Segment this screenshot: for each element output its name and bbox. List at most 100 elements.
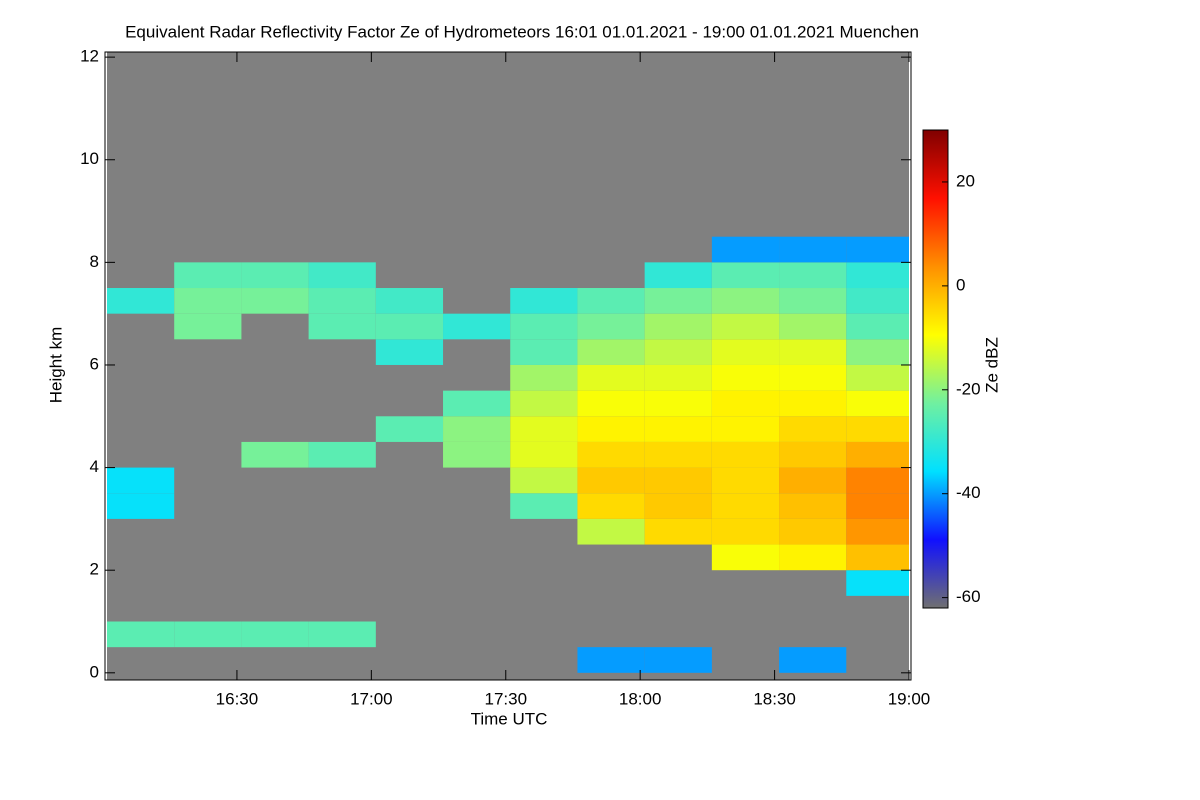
cell [846,416,909,442]
cell [577,493,645,519]
cell [846,313,909,340]
cell [711,390,780,417]
cell [846,390,909,417]
cell [644,493,712,519]
colorbar-tick-label: -40 [956,483,981,502]
y-tick-label: 6 [90,354,99,373]
cell [510,416,578,442]
y-axis-label: Height km [46,327,65,404]
x-tick-label: 17:00 [350,689,393,708]
cell [711,441,780,468]
cell [644,518,712,545]
cell [577,647,645,673]
cell [308,313,376,340]
cell [644,364,712,391]
cell [577,416,645,442]
cell [779,647,847,673]
x-axis-label: Time UTC [471,709,548,728]
cell [846,288,909,314]
cell [779,493,847,519]
cell [443,416,511,442]
x-tick-label: 18:00 [619,689,662,708]
chart-title: Equivalent Radar Reflectivity Factor Ze … [125,22,919,41]
cell [846,441,909,468]
cell [241,262,309,289]
y-tick-label: 10 [80,149,99,168]
cell [107,621,175,648]
cell [174,288,242,314]
cell [846,236,909,263]
cell [577,288,645,314]
cell [577,441,645,468]
cell [846,364,909,391]
cell [711,236,780,263]
cell [644,647,712,673]
cell [711,339,780,365]
cell [779,236,847,263]
cell [510,313,578,340]
cell [241,288,309,314]
cell [711,467,780,494]
colorbar-tick-label: -60 [956,587,981,606]
cell [375,416,444,442]
colorbar-tick-label: -20 [956,379,981,398]
cell [577,390,645,417]
cell [711,364,780,391]
cell [711,313,780,340]
cell [711,262,780,289]
y-tick-label: 4 [90,457,99,476]
cell [308,288,376,314]
cell [577,339,645,365]
cell [308,262,376,289]
cell [443,313,511,340]
cell [174,313,242,340]
cell [846,544,909,571]
cell [846,518,909,545]
cell [711,518,780,545]
cell [779,441,847,468]
cell [846,339,909,365]
cell [779,390,847,417]
cell [308,441,376,468]
cell [241,621,309,648]
cell [510,467,578,494]
y-tick-label: 8 [90,252,99,271]
cell [308,621,376,648]
cell [846,493,909,519]
cell [846,570,909,596]
cell [443,441,511,468]
cell [107,467,175,494]
colorbar [922,129,949,609]
cell [711,493,780,519]
cell [443,390,511,417]
cell [577,467,645,494]
cell [711,288,780,314]
cell [510,441,578,468]
cell [779,288,847,314]
cell [107,288,175,314]
cell [174,262,242,289]
x-tick-label: 18:30 [753,689,796,708]
cell [375,313,444,340]
x-tick-label: 16:30 [216,689,259,708]
cell [644,288,712,314]
x-tick-label: 19:00 [888,689,931,708]
cell [510,288,578,314]
cell [644,390,712,417]
cell [375,339,444,365]
cell [107,493,175,519]
cell [510,390,578,417]
cell [577,364,645,391]
cell [510,493,578,519]
plot-frame [104,51,912,681]
cell [577,313,645,340]
colorbar-tick-label: 20 [956,171,975,190]
y-tick-label: 0 [90,662,99,681]
y-tick-label: 2 [90,560,99,579]
cell [174,621,242,648]
cell [644,416,712,442]
cell [779,262,847,289]
cell [577,518,645,545]
